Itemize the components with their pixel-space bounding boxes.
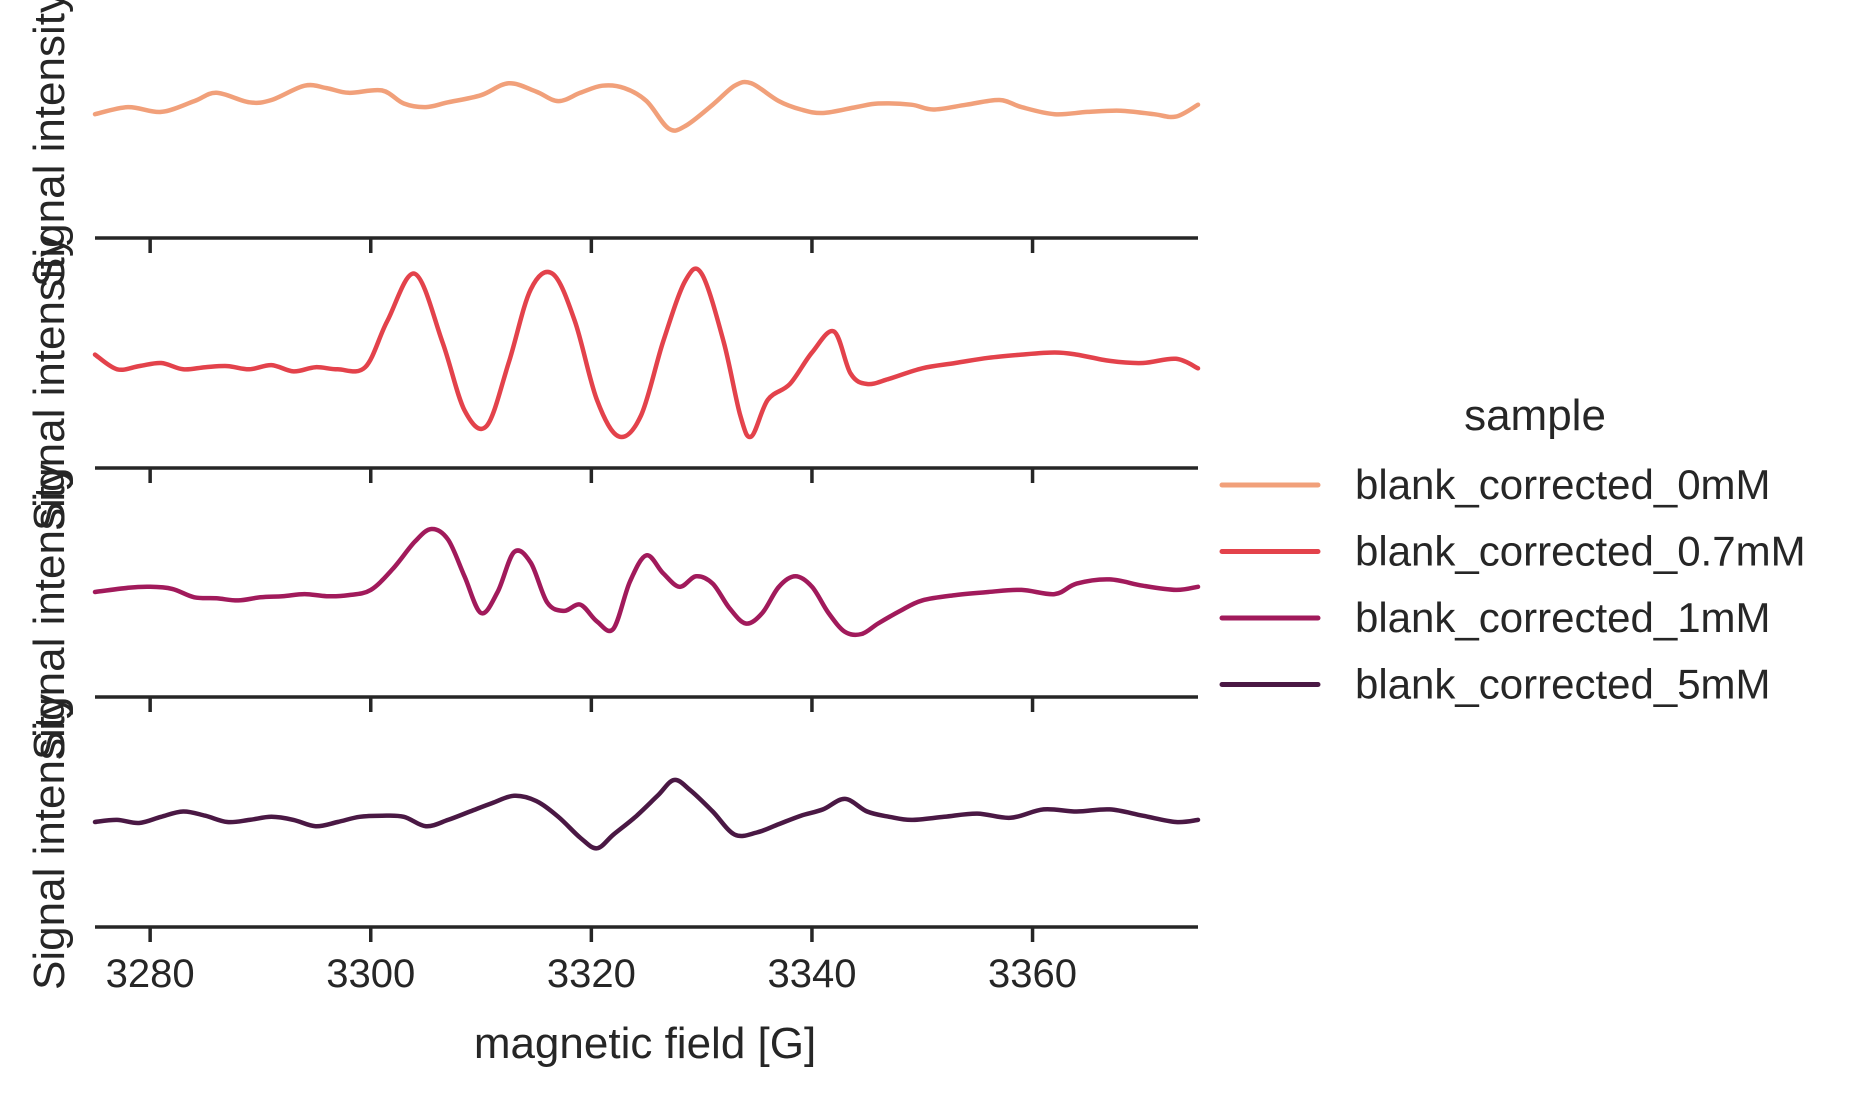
x-axis-label: magnetic field [G]	[474, 1019, 816, 1068]
series-line	[92, 526, 1201, 638]
series-line	[92, 777, 1201, 851]
legend-items: blank_corrected_0mM blank_corrected_0.7mM…	[1219, 461, 1806, 708]
x-tick-label: 3360	[988, 952, 1077, 996]
y-axis-label: Signal intensity	[25, 235, 74, 531]
legend-label: blank_corrected_1mM	[1355, 594, 1771, 641]
facet-panel: Signal intensity	[25, 235, 1201, 531]
legend-title: sample	[1464, 391, 1606, 440]
x-tick-label: 3280	[106, 952, 195, 996]
facet-panel: Signal intensity 3280 3300 3320 3340 3360	[25, 694, 1201, 996]
facet-panel: Signal intensity	[25, 0, 1201, 287]
x-tick-label: 3320	[547, 952, 636, 996]
legend-item: blank_corrected_0mM	[1219, 461, 1771, 508]
legend-label: blank_corrected_0.7mM	[1355, 528, 1806, 575]
series-line	[92, 266, 1201, 440]
x-tick-label: 3300	[326, 952, 415, 996]
x-tick-label: 3340	[767, 952, 856, 996]
legend-item: blank_corrected_5mM	[1219, 661, 1771, 708]
legend-label: blank_corrected_5mM	[1355, 661, 1771, 708]
legend: sample blank_corrected_0mMblank_correcte…	[1219, 391, 1806, 708]
legend-label: blank_corrected_0mM	[1355, 461, 1771, 508]
legend-item: blank_corrected_1mM	[1219, 594, 1771, 641]
y-axis-label: Signal intensity	[25, 0, 74, 287]
y-axis-label: Signal intensity	[25, 694, 74, 990]
facet-panel: Signal intensity	[25, 464, 1201, 760]
legend-item: blank_corrected_0.7mM	[1219, 528, 1806, 575]
y-axis-label: Signal intensity	[25, 464, 74, 760]
series-line	[92, 79, 1201, 133]
